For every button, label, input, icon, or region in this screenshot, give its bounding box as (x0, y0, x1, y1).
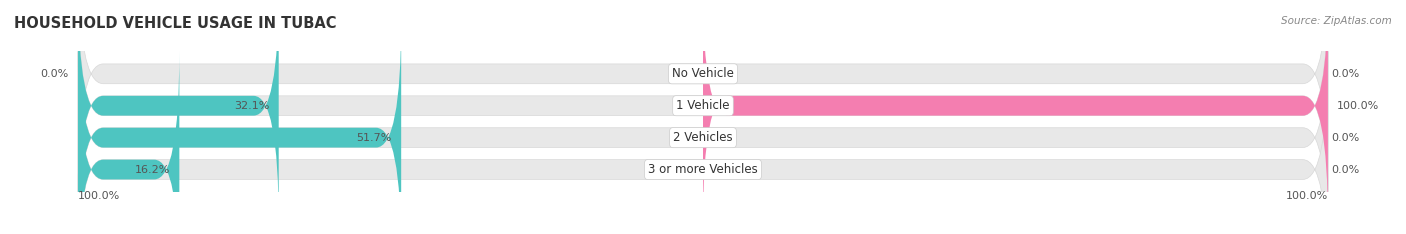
Text: Source: ZipAtlas.com: Source: ZipAtlas.com (1281, 16, 1392, 26)
FancyBboxPatch shape (79, 52, 180, 234)
FancyBboxPatch shape (79, 20, 401, 234)
Text: 100.0%: 100.0% (79, 191, 121, 201)
Text: 100.0%: 100.0% (1337, 101, 1379, 111)
Text: 0.0%: 0.0% (41, 69, 69, 79)
FancyBboxPatch shape (79, 20, 1327, 234)
FancyBboxPatch shape (79, 0, 1327, 192)
Text: 16.2%: 16.2% (135, 165, 170, 175)
FancyBboxPatch shape (703, 0, 1327, 223)
Text: 3 or more Vehicles: 3 or more Vehicles (648, 163, 758, 176)
Text: 1 Vehicle: 1 Vehicle (676, 99, 730, 112)
Text: 0.0%: 0.0% (1331, 133, 1360, 143)
Text: 51.7%: 51.7% (357, 133, 392, 143)
Text: 2 Vehicles: 2 Vehicles (673, 131, 733, 144)
Text: 32.1%: 32.1% (233, 101, 270, 111)
Text: No Vehicle: No Vehicle (672, 67, 734, 80)
Text: 0.0%: 0.0% (1331, 69, 1360, 79)
Text: HOUSEHOLD VEHICLE USAGE IN TUBAC: HOUSEHOLD VEHICLE USAGE IN TUBAC (14, 16, 336, 31)
FancyBboxPatch shape (79, 52, 1327, 234)
Text: 0.0%: 0.0% (1331, 165, 1360, 175)
FancyBboxPatch shape (79, 0, 1327, 223)
FancyBboxPatch shape (79, 0, 278, 223)
Text: 100.0%: 100.0% (1285, 191, 1327, 201)
